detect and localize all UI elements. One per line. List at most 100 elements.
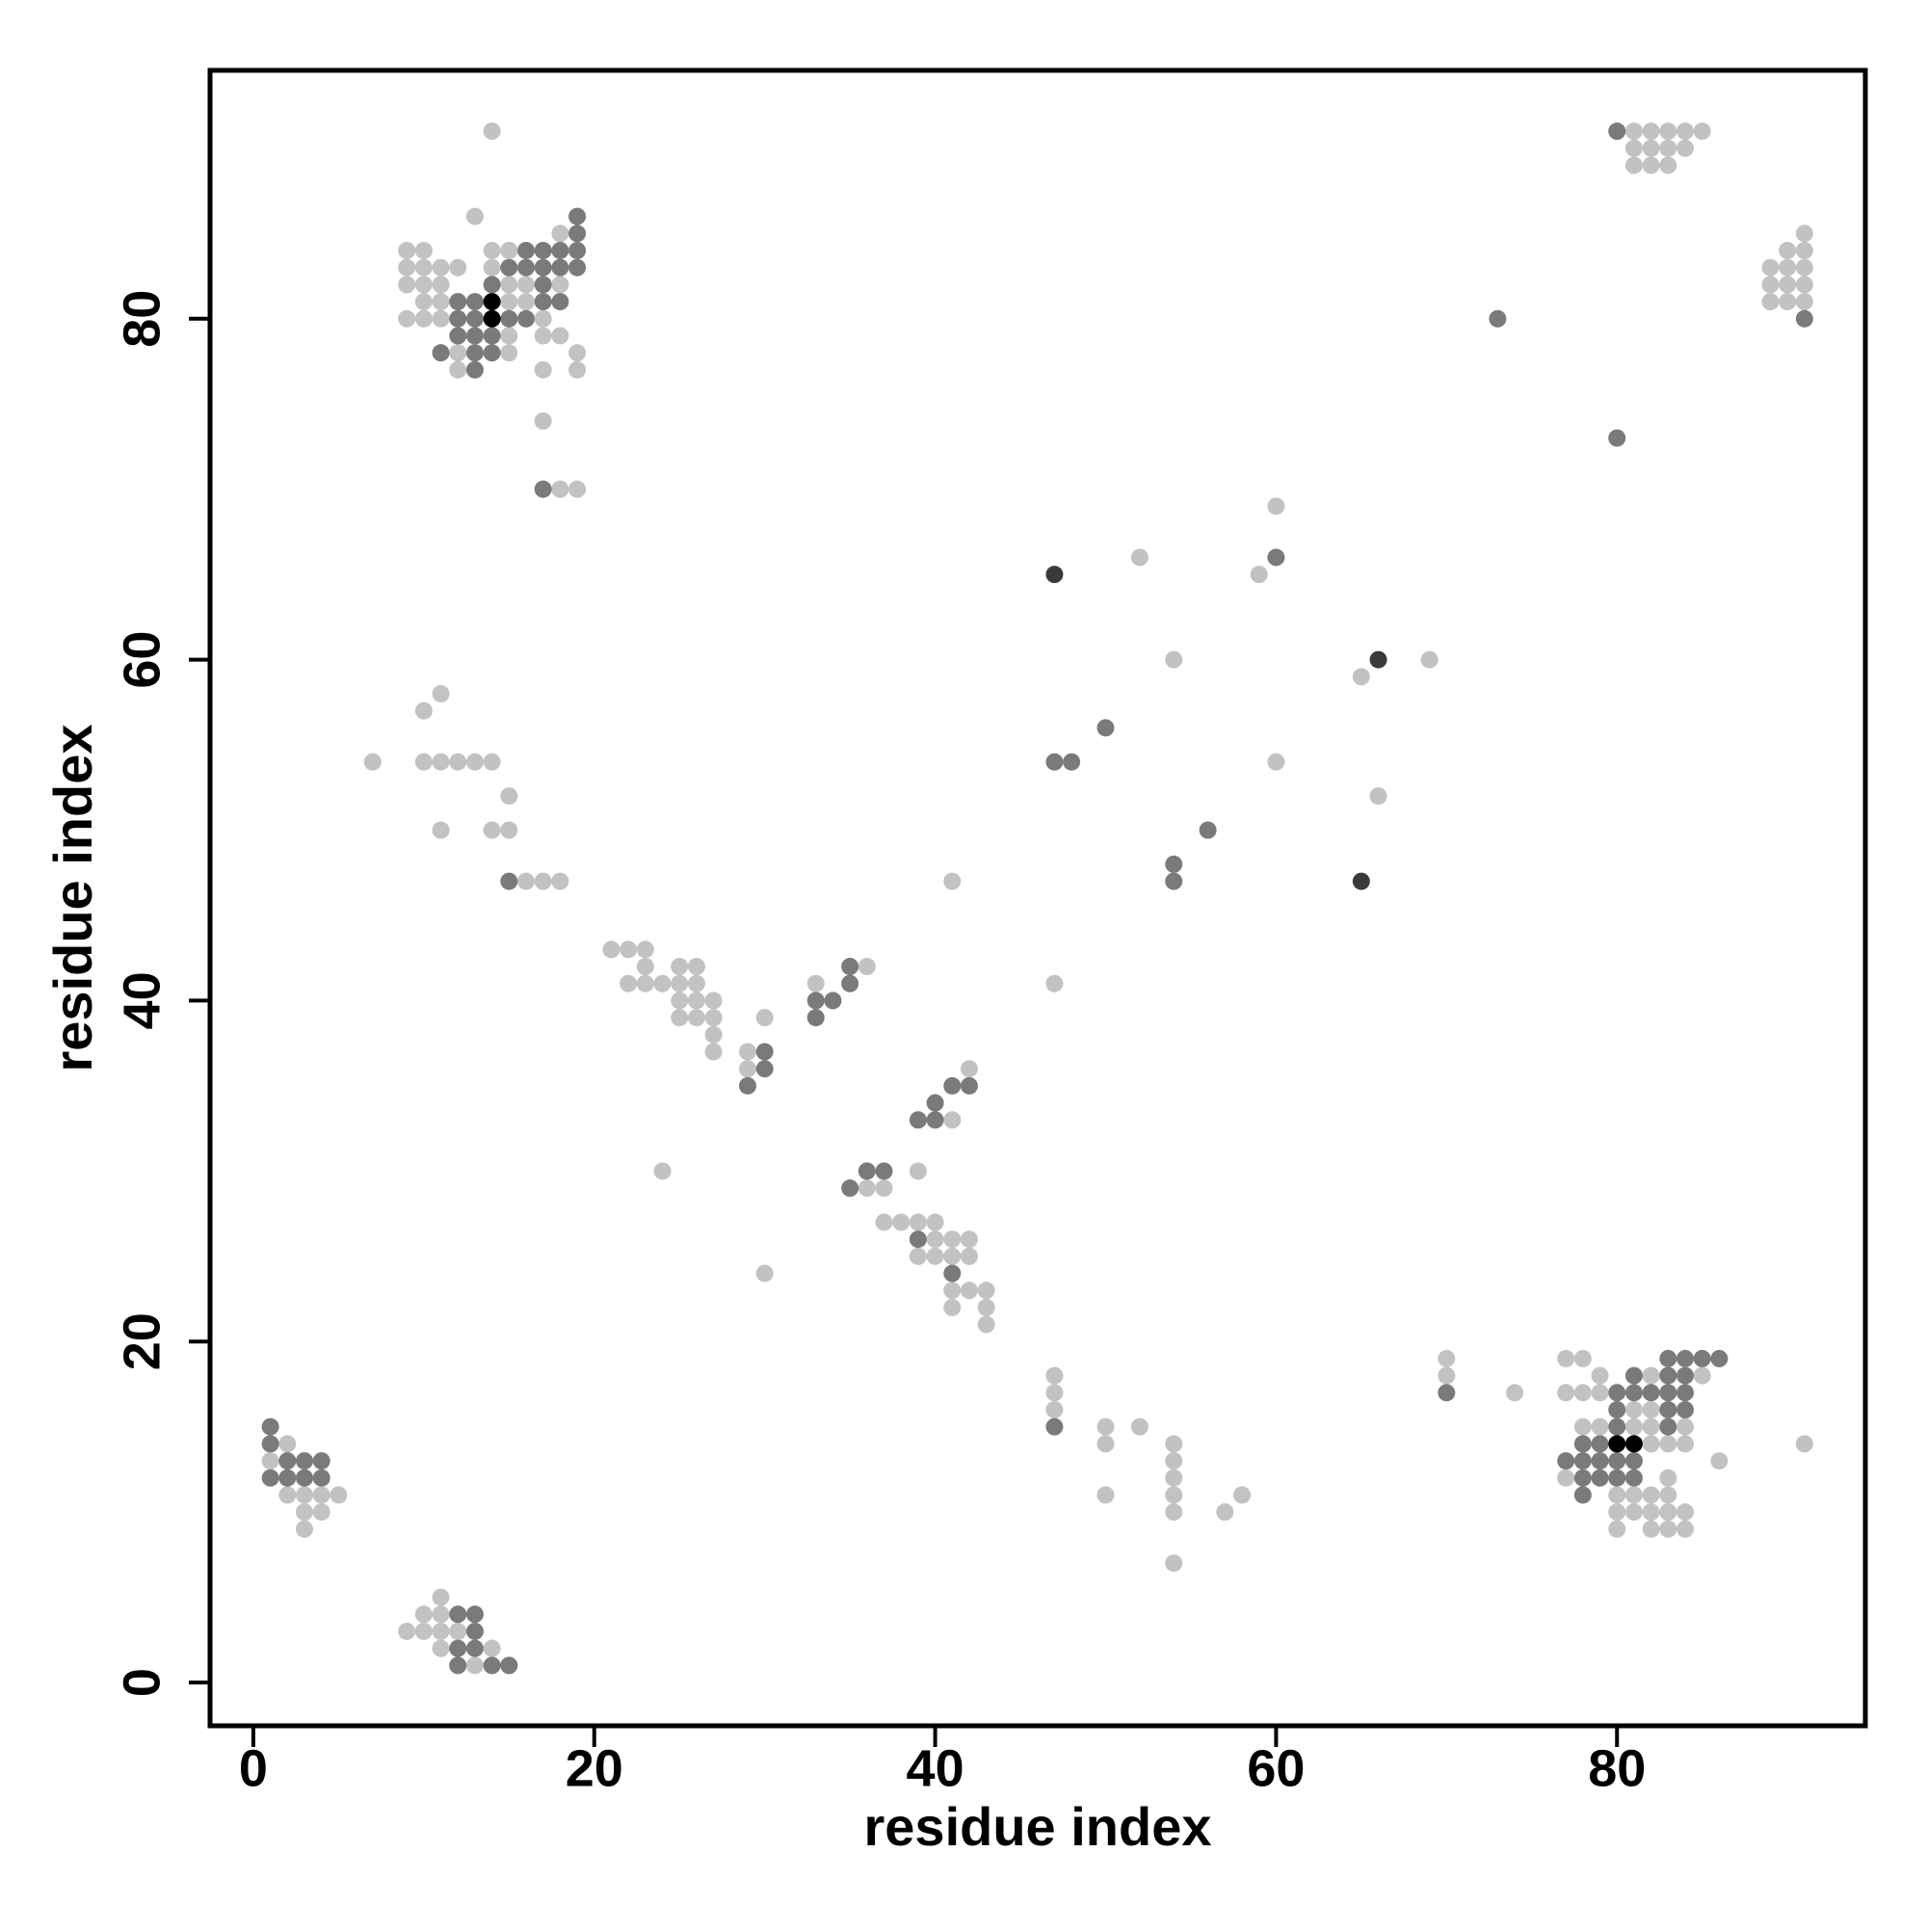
contact-point: [1642, 1384, 1660, 1402]
contact-point: [1250, 566, 1268, 584]
contact-point: [1438, 1349, 1456, 1367]
contact-point: [602, 940, 620, 959]
contact-point: [432, 753, 450, 771]
contact-point: [960, 1231, 978, 1249]
contact-point: [1659, 156, 1677, 174]
contact-point: [1642, 1417, 1660, 1436]
contact-point: [432, 1622, 450, 1640]
contact-point: [1096, 719, 1115, 737]
contact-point: [278, 1452, 297, 1470]
contact-point: [858, 1179, 876, 1198]
contact-point: [500, 293, 518, 311]
contact-point: [1267, 548, 1285, 567]
contact-point: [1659, 1486, 1677, 1504]
contact-point: [465, 293, 484, 311]
contact-point: [960, 1247, 978, 1265]
contact-point: [1676, 1435, 1695, 1453]
contact-point: [296, 1486, 314, 1504]
contact-point: [449, 753, 467, 771]
contact-point: [1693, 1349, 1711, 1367]
contact-point: [620, 974, 638, 992]
contact-point: [1659, 1349, 1677, 1367]
contact-point: [1165, 1554, 1183, 1573]
contact-point: [687, 1009, 705, 1027]
contact-point: [432, 1605, 450, 1624]
contact-point: [1624, 139, 1643, 157]
contact-point: [1624, 1366, 1643, 1385]
contact-point: [1676, 1366, 1695, 1385]
contact-point: [449, 1656, 467, 1675]
contact-point: [1608, 1417, 1626, 1436]
contact-point: [926, 1094, 944, 1112]
contact-point: [483, 241, 501, 259]
plot-area: [261, 122, 1813, 1675]
contact-point: [534, 241, 552, 259]
contact-point: [516, 309, 535, 328]
contact-point: [432, 258, 450, 277]
contact-point: [568, 241, 587, 259]
contact-point: [449, 1622, 467, 1640]
contact-point: [1676, 1401, 1695, 1419]
contact-point: [449, 258, 467, 277]
contact-point: [1608, 1384, 1626, 1402]
contact-point: [1642, 1520, 1660, 1538]
contact-point: [1659, 1520, 1677, 1538]
contact-point: [465, 1656, 484, 1675]
contact-point: [1761, 258, 1780, 277]
contact-point: [1779, 293, 1797, 311]
contact-point: [414, 1622, 433, 1640]
contact-point: [1045, 1384, 1064, 1402]
contact-point: [432, 293, 450, 311]
contact-point: [1624, 1469, 1643, 1487]
contact-point: [1063, 753, 1081, 771]
contact-point: [500, 258, 518, 277]
contact-point: [1676, 1349, 1695, 1367]
contact-point: [1795, 309, 1813, 328]
contact-point: [1795, 258, 1813, 277]
contact-point: [465, 1605, 484, 1624]
contact-point: [449, 309, 467, 328]
y-tick-label: 40: [113, 971, 171, 1029]
contact-point: [960, 1060, 978, 1078]
contact-point: [653, 974, 672, 992]
contact-point: [1676, 1417, 1695, 1436]
contact-point: [636, 974, 654, 992]
contact-point: [636, 958, 654, 976]
contact-point: [943, 1111, 962, 1129]
contact-point: [755, 1060, 774, 1078]
contact-point: [1130, 1417, 1148, 1436]
contact-point: [1096, 1435, 1115, 1453]
contact-point: [1676, 139, 1695, 157]
contact-point: [1659, 1417, 1677, 1436]
contact-point: [841, 958, 859, 976]
contact-point: [1573, 1417, 1592, 1436]
contact-point: [1096, 1417, 1115, 1436]
contact-point: [1557, 1452, 1575, 1470]
contact-point: [1608, 1452, 1626, 1470]
contact-point: [534, 480, 552, 498]
contact-point: [414, 276, 433, 294]
contact-point: [1642, 1486, 1660, 1504]
contact-point: [1642, 1401, 1660, 1419]
contact-point: [1216, 1503, 1234, 1522]
contact-point: [568, 258, 587, 277]
contact-point: [738, 1043, 756, 1061]
contact-point: [1352, 668, 1370, 686]
x-tick-label: 20: [566, 1739, 623, 1797]
contact-point: [858, 958, 876, 976]
contact-point: [465, 309, 484, 328]
contact-point: [1267, 497, 1285, 516]
contact-point: [398, 276, 416, 294]
contact-point: [465, 1639, 484, 1657]
contact-point: [1676, 1520, 1695, 1538]
contact-point: [398, 241, 416, 259]
contact-point: [296, 1520, 314, 1538]
contact-point: [1676, 1503, 1695, 1522]
contact-point: [449, 1639, 467, 1657]
contact-point: [1624, 156, 1643, 174]
contact-point: [516, 872, 535, 890]
contact-point: [1573, 1384, 1592, 1402]
contact-point: [516, 258, 535, 277]
contact-point: [1591, 1417, 1609, 1436]
contact-point: [755, 1264, 774, 1283]
